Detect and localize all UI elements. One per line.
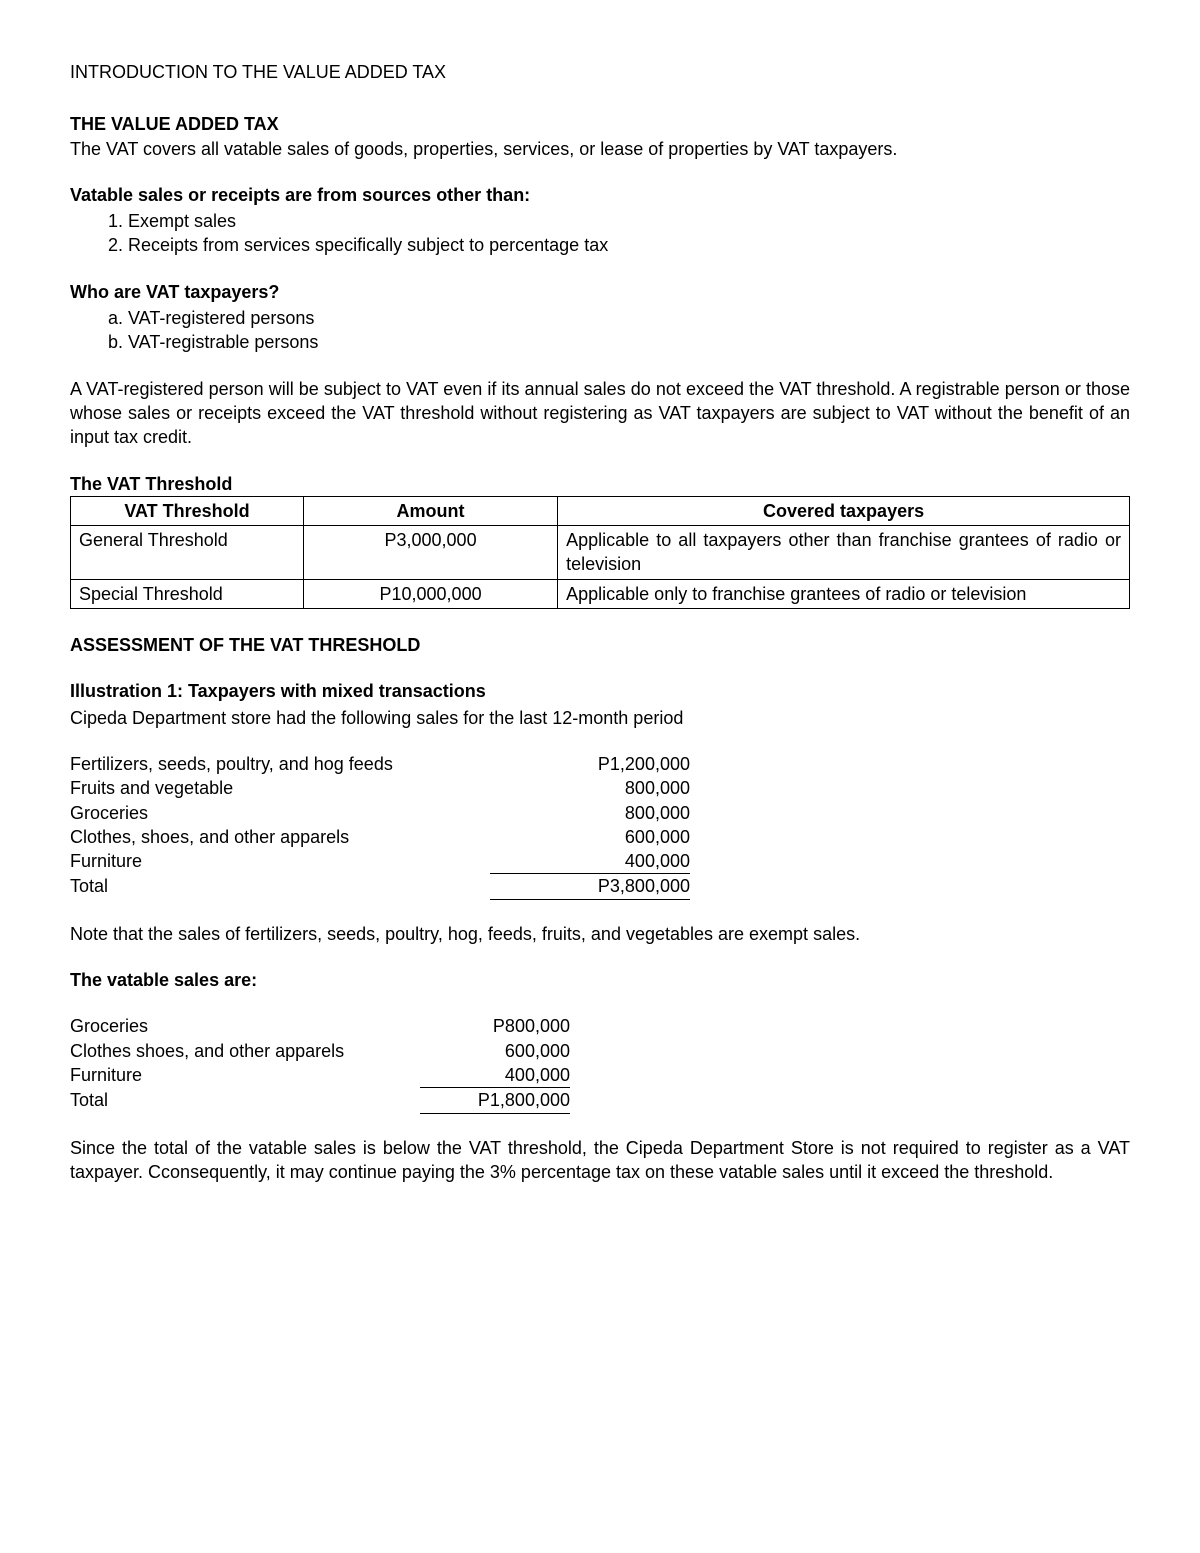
sales-list: Fertilizers, seeds, poultry, and hog fee… bbox=[70, 752, 690, 900]
data-value: 400,000 bbox=[490, 849, 690, 874]
paragraph: A VAT-registered person will be subject … bbox=[70, 377, 1130, 450]
data-row-total: Total P1,800,000 bbox=[70, 1088, 570, 1113]
table-header: Covered taxpayers bbox=[558, 496, 1130, 525]
section-1: THE VALUE ADDED TAX The VAT covers all v… bbox=[70, 112, 1130, 161]
threshold-table: VAT Threshold Amount Covered taxpayers G… bbox=[70, 496, 1130, 609]
data-row: Groceries P800,000 bbox=[70, 1014, 570, 1038]
data-label: Total bbox=[70, 1088, 420, 1113]
data-row: Furniture 400,000 bbox=[70, 849, 690, 874]
data-row-total: Total P3,800,000 bbox=[70, 874, 690, 899]
data-value: 600,000 bbox=[490, 825, 690, 849]
data-label: Furniture bbox=[70, 1063, 420, 1088]
illustration-title: Illustration 1: Taxpayers with mixed tra… bbox=[70, 679, 1130, 703]
illustration-intro: Cipeda Department store had the followin… bbox=[70, 706, 1130, 730]
table-cell: Applicable to all taxpayers other than f… bbox=[558, 526, 1130, 580]
data-label: Furniture bbox=[70, 849, 490, 874]
data-label: Total bbox=[70, 874, 490, 899]
table-header-row: VAT Threshold Amount Covered taxpayers bbox=[71, 496, 1130, 525]
data-value: P1,200,000 bbox=[490, 752, 690, 776]
numbered-list: Exempt sales Receipts from services spec… bbox=[70, 209, 1130, 258]
list-item: Receipts from services specifically subj… bbox=[128, 233, 1130, 257]
section-1-text: The VAT covers all vatable sales of good… bbox=[70, 139, 897, 159]
section-2-title: Vatable sales or receipts are from sourc… bbox=[70, 183, 1130, 207]
data-label: Fruits and vegetable bbox=[70, 776, 490, 800]
section-1-title: THE VALUE ADDED TAX bbox=[70, 114, 279, 134]
assessment-title: ASSESSMENT OF THE VAT THRESHOLD bbox=[70, 633, 1130, 657]
data-row: Clothes, shoes, and other apparels 600,0… bbox=[70, 825, 690, 849]
data-value: P3,800,000 bbox=[490, 874, 690, 899]
data-value: 800,000 bbox=[490, 776, 690, 800]
table-cell: Special Threshold bbox=[71, 579, 304, 608]
table-cell: P3,000,000 bbox=[303, 526, 557, 580]
list-item: VAT-registered persons bbox=[128, 306, 1130, 330]
data-row: Clothes shoes, and other apparels 600,00… bbox=[70, 1039, 570, 1063]
data-row: Furniture 400,000 bbox=[70, 1063, 570, 1088]
data-value: P800,000 bbox=[420, 1014, 570, 1038]
vatable-title: The vatable sales are: bbox=[70, 968, 1130, 992]
data-value: P1,800,000 bbox=[420, 1088, 570, 1113]
data-row: Fruits and vegetable 800,000 bbox=[70, 776, 690, 800]
note-text: Note that the sales of fertilizers, seed… bbox=[70, 922, 1130, 946]
table-cell: General Threshold bbox=[71, 526, 304, 580]
data-label: Clothes, shoes, and other apparels bbox=[70, 825, 490, 849]
table-row: Special Threshold P10,000,000 Applicable… bbox=[71, 579, 1130, 608]
data-row: Groceries 800,000 bbox=[70, 801, 690, 825]
table-header: Amount bbox=[303, 496, 557, 525]
data-value: 800,000 bbox=[490, 801, 690, 825]
data-label: Clothes shoes, and other apparels bbox=[70, 1039, 420, 1063]
section-3-title: Who are VAT taxpayers? bbox=[70, 280, 1130, 304]
table-cell: P10,000,000 bbox=[303, 579, 557, 608]
data-value: 400,000 bbox=[420, 1063, 570, 1088]
threshold-title: The VAT Threshold bbox=[70, 472, 1130, 496]
table-cell: Applicable only to franchise grantees of… bbox=[558, 579, 1130, 608]
vatable-list: Groceries P800,000 Clothes shoes, and ot… bbox=[70, 1014, 570, 1113]
data-value: 600,000 bbox=[420, 1039, 570, 1063]
data-label: Fertilizers, seeds, poultry, and hog fee… bbox=[70, 752, 490, 776]
conclusion-text: Since the total of the vatable sales is … bbox=[70, 1136, 1130, 1185]
table-header: VAT Threshold bbox=[71, 496, 304, 525]
data-row: Fertilizers, seeds, poultry, and hog fee… bbox=[70, 752, 690, 776]
table-row: General Threshold P3,000,000 Applicable … bbox=[71, 526, 1130, 580]
list-item: VAT-registrable persons bbox=[128, 330, 1130, 354]
page-header: INTRODUCTION TO THE VALUE ADDED TAX bbox=[70, 60, 1130, 84]
list-item: Exempt sales bbox=[128, 209, 1130, 233]
data-label: Groceries bbox=[70, 1014, 420, 1038]
letter-list: VAT-registered persons VAT-registrable p… bbox=[70, 306, 1130, 355]
data-label: Groceries bbox=[70, 801, 490, 825]
